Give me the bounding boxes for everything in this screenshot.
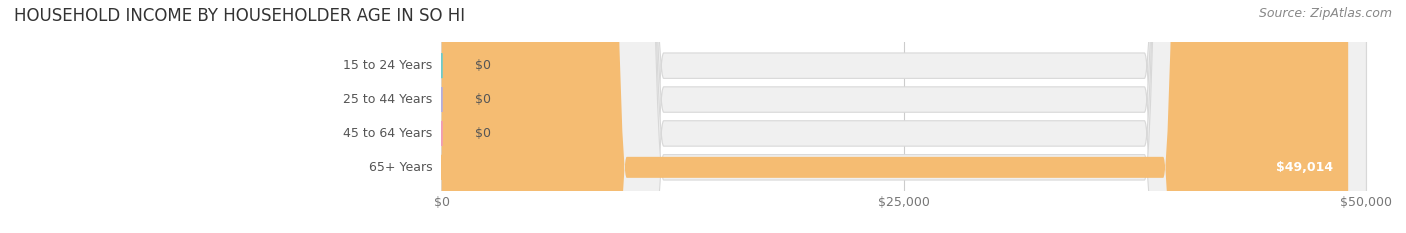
FancyBboxPatch shape: [441, 0, 1367, 233]
Text: 45 to 64 Years: 45 to 64 Years: [343, 127, 433, 140]
Text: $0: $0: [475, 93, 491, 106]
FancyBboxPatch shape: [441, 0, 1367, 233]
Text: HOUSEHOLD INCOME BY HOUSEHOLDER AGE IN SO HI: HOUSEHOLD INCOME BY HOUSEHOLDER AGE IN S…: [14, 7, 465, 25]
Text: 65+ Years: 65+ Years: [368, 161, 433, 174]
Text: 25 to 44 Years: 25 to 44 Years: [343, 93, 433, 106]
Text: $0: $0: [475, 127, 491, 140]
Text: $0: $0: [475, 59, 491, 72]
Text: $49,014: $49,014: [1277, 161, 1333, 174]
FancyBboxPatch shape: [441, 0, 1367, 233]
FancyBboxPatch shape: [441, 0, 1367, 233]
FancyBboxPatch shape: [441, 0, 1348, 233]
Text: 15 to 24 Years: 15 to 24 Years: [343, 59, 433, 72]
Text: Source: ZipAtlas.com: Source: ZipAtlas.com: [1258, 7, 1392, 20]
